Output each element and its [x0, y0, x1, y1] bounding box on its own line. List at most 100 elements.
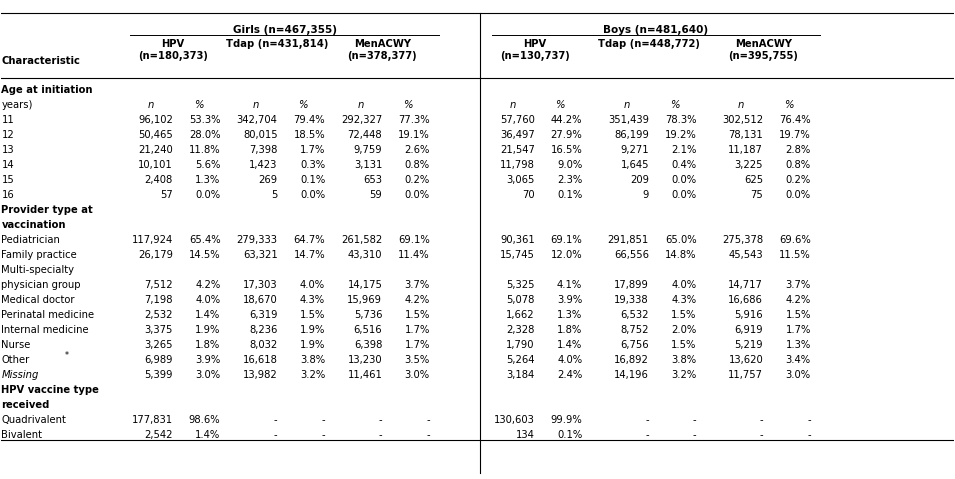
- Text: 0.0%: 0.0%: [786, 190, 811, 200]
- Text: 65.4%: 65.4%: [189, 235, 221, 245]
- Text: Pediatrician: Pediatrician: [1, 235, 60, 245]
- Text: Bivalent: Bivalent: [1, 430, 42, 440]
- Text: 4.0%: 4.0%: [671, 280, 696, 290]
- Text: 50,465: 50,465: [138, 130, 173, 140]
- Text: 76.4%: 76.4%: [779, 115, 811, 125]
- Text: 17,899: 17,899: [614, 280, 648, 290]
- Text: 134: 134: [516, 430, 535, 440]
- Text: 70: 70: [522, 190, 535, 200]
- Text: 18,670: 18,670: [243, 295, 278, 305]
- Text: -: -: [807, 415, 811, 425]
- Text: 14,717: 14,717: [729, 280, 763, 290]
- Text: 351,439: 351,439: [608, 115, 648, 125]
- Text: 0.8%: 0.8%: [786, 160, 811, 170]
- Text: 5,219: 5,219: [734, 340, 763, 350]
- Text: 6,398: 6,398: [354, 340, 382, 350]
- Text: 279,333: 279,333: [237, 235, 278, 245]
- Text: 9,759: 9,759: [353, 145, 382, 155]
- Text: 4.3%: 4.3%: [300, 295, 325, 305]
- Text: 14,175: 14,175: [348, 280, 382, 290]
- Text: 117,924: 117,924: [132, 235, 173, 245]
- Text: -: -: [646, 430, 648, 440]
- Text: 2.3%: 2.3%: [557, 175, 583, 185]
- Text: 1.8%: 1.8%: [195, 340, 221, 350]
- Text: -: -: [274, 415, 278, 425]
- Text: Characteristic: Characteristic: [1, 56, 80, 66]
- Text: 1.4%: 1.4%: [195, 430, 221, 440]
- Text: 8,236: 8,236: [249, 325, 278, 335]
- Text: 66,556: 66,556: [614, 250, 648, 260]
- Text: -: -: [759, 430, 763, 440]
- Text: 18.5%: 18.5%: [293, 130, 325, 140]
- Text: 14.7%: 14.7%: [293, 250, 325, 260]
- Text: 65.0%: 65.0%: [665, 235, 696, 245]
- Text: 15: 15: [1, 175, 14, 185]
- Text: 16: 16: [1, 190, 14, 200]
- Text: 5,916: 5,916: [734, 310, 763, 320]
- Text: 0.0%: 0.0%: [195, 190, 221, 200]
- Text: 64.7%: 64.7%: [293, 235, 325, 245]
- Text: 5,264: 5,264: [506, 355, 535, 365]
- Text: -: -: [322, 430, 325, 440]
- Text: -: -: [274, 430, 278, 440]
- Text: 1.7%: 1.7%: [405, 325, 430, 335]
- Text: 1.5%: 1.5%: [785, 310, 811, 320]
- Text: 21,547: 21,547: [499, 145, 535, 155]
- Text: Girls (n=467,355): Girls (n=467,355): [233, 25, 337, 35]
- Text: 3,225: 3,225: [734, 160, 763, 170]
- Text: 4.3%: 4.3%: [671, 295, 696, 305]
- Text: n: n: [148, 100, 154, 110]
- Text: 98.6%: 98.6%: [189, 415, 221, 425]
- Text: -: -: [426, 430, 430, 440]
- Text: 16,686: 16,686: [729, 295, 763, 305]
- Text: 99.9%: 99.9%: [550, 415, 583, 425]
- Text: 14.5%: 14.5%: [189, 250, 221, 260]
- Text: 1.9%: 1.9%: [300, 325, 325, 335]
- Text: 653: 653: [363, 175, 382, 185]
- Text: 3.2%: 3.2%: [300, 370, 325, 380]
- Text: 19,338: 19,338: [614, 295, 648, 305]
- Text: 21,240: 21,240: [138, 145, 173, 155]
- Text: -: -: [693, 415, 696, 425]
- Text: 3.0%: 3.0%: [405, 370, 430, 380]
- Text: 5: 5: [271, 190, 278, 200]
- Text: 3.2%: 3.2%: [671, 370, 696, 380]
- Text: 3.7%: 3.7%: [786, 280, 811, 290]
- Text: 5,325: 5,325: [506, 280, 535, 290]
- Text: 2,408: 2,408: [144, 175, 173, 185]
- Text: 9.0%: 9.0%: [557, 160, 583, 170]
- Text: 11: 11: [1, 115, 14, 125]
- Text: Tdap (n=448,772): Tdap (n=448,772): [598, 39, 700, 49]
- Text: 7,398: 7,398: [249, 145, 278, 155]
- Text: Age at initiation: Age at initiation: [1, 85, 93, 95]
- Text: Other: Other: [1, 355, 30, 365]
- Text: -: -: [646, 415, 648, 425]
- Text: n: n: [624, 100, 630, 110]
- Text: 14: 14: [1, 160, 14, 170]
- Text: 16,618: 16,618: [243, 355, 278, 365]
- Text: 44.2%: 44.2%: [551, 115, 583, 125]
- Text: HPV vaccine type: HPV vaccine type: [1, 385, 99, 395]
- Text: 209: 209: [630, 175, 648, 185]
- Text: Quadrivalent: Quadrivalent: [1, 415, 66, 425]
- Text: 1,790: 1,790: [506, 340, 535, 350]
- Text: 78.3%: 78.3%: [665, 115, 696, 125]
- Text: 28.0%: 28.0%: [189, 130, 221, 140]
- Text: -: -: [426, 415, 430, 425]
- Text: 69.6%: 69.6%: [779, 235, 811, 245]
- Text: 27.9%: 27.9%: [550, 130, 583, 140]
- Text: 342,704: 342,704: [237, 115, 278, 125]
- Text: 3,375: 3,375: [144, 325, 173, 335]
- Text: 3.8%: 3.8%: [300, 355, 325, 365]
- Text: 16.5%: 16.5%: [550, 145, 583, 155]
- Text: 130,603: 130,603: [494, 415, 535, 425]
- Text: 57: 57: [160, 190, 173, 200]
- Text: 1.3%: 1.3%: [557, 310, 583, 320]
- Text: years): years): [1, 100, 32, 110]
- Text: 6,319: 6,319: [249, 310, 278, 320]
- Text: 78,131: 78,131: [729, 130, 763, 140]
- Text: 15,745: 15,745: [499, 250, 535, 260]
- Text: 1,645: 1,645: [621, 160, 648, 170]
- Text: 16,892: 16,892: [614, 355, 648, 365]
- Text: n: n: [738, 100, 745, 110]
